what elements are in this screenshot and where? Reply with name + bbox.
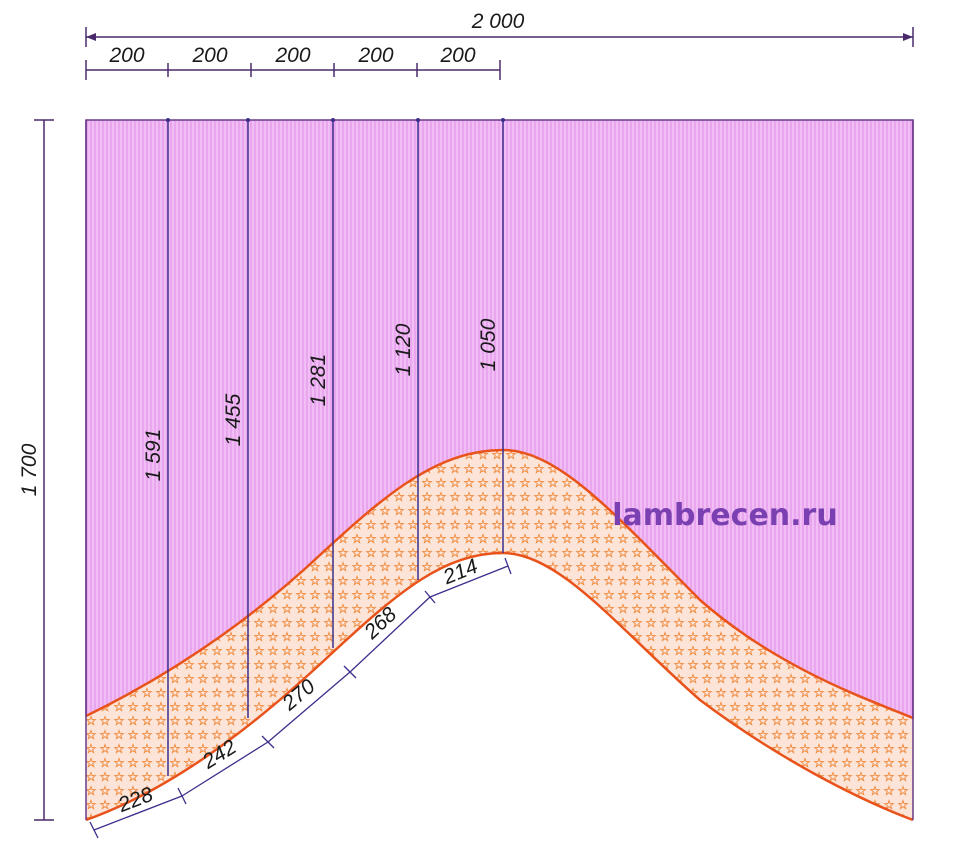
- top-segment-label-4: 200: [357, 44, 393, 67]
- curved-band: [86, 450, 913, 820]
- total-height-dimension: 1 700: [18, 119, 54, 821]
- top-segment-label-5: 200: [439, 44, 475, 67]
- vertical-height-label-4: 1 120: [392, 323, 415, 376]
- curve-segments-dimension: [89, 557, 512, 839]
- top-segments-dimension: 200 200 200 200 200: [85, 44, 501, 80]
- vertical-height-label-3: 1 281: [307, 354, 330, 407]
- vertical-height-label-5: 1 050: [477, 318, 500, 371]
- top-segment-label-1: 200: [108, 44, 144, 67]
- total-height-label: 1 700: [18, 443, 41, 496]
- total-width-label: 2 000: [471, 10, 525, 33]
- watermark: lambrecen.ru: [612, 498, 837, 533]
- vertical-height-label-1: 1 591: [142, 429, 165, 482]
- vertical-height-label-2: 1 455: [222, 393, 245, 446]
- top-segment-label-2: 200: [191, 44, 227, 67]
- total-width-dimension: 2 000: [85, 10, 914, 47]
- upper-panel: [85, 119, 914, 720]
- top-segment-label-3: 200: [274, 44, 310, 67]
- vertical-measurements: 1 591 1 455 1 281 1 120 1 050: [142, 118, 505, 776]
